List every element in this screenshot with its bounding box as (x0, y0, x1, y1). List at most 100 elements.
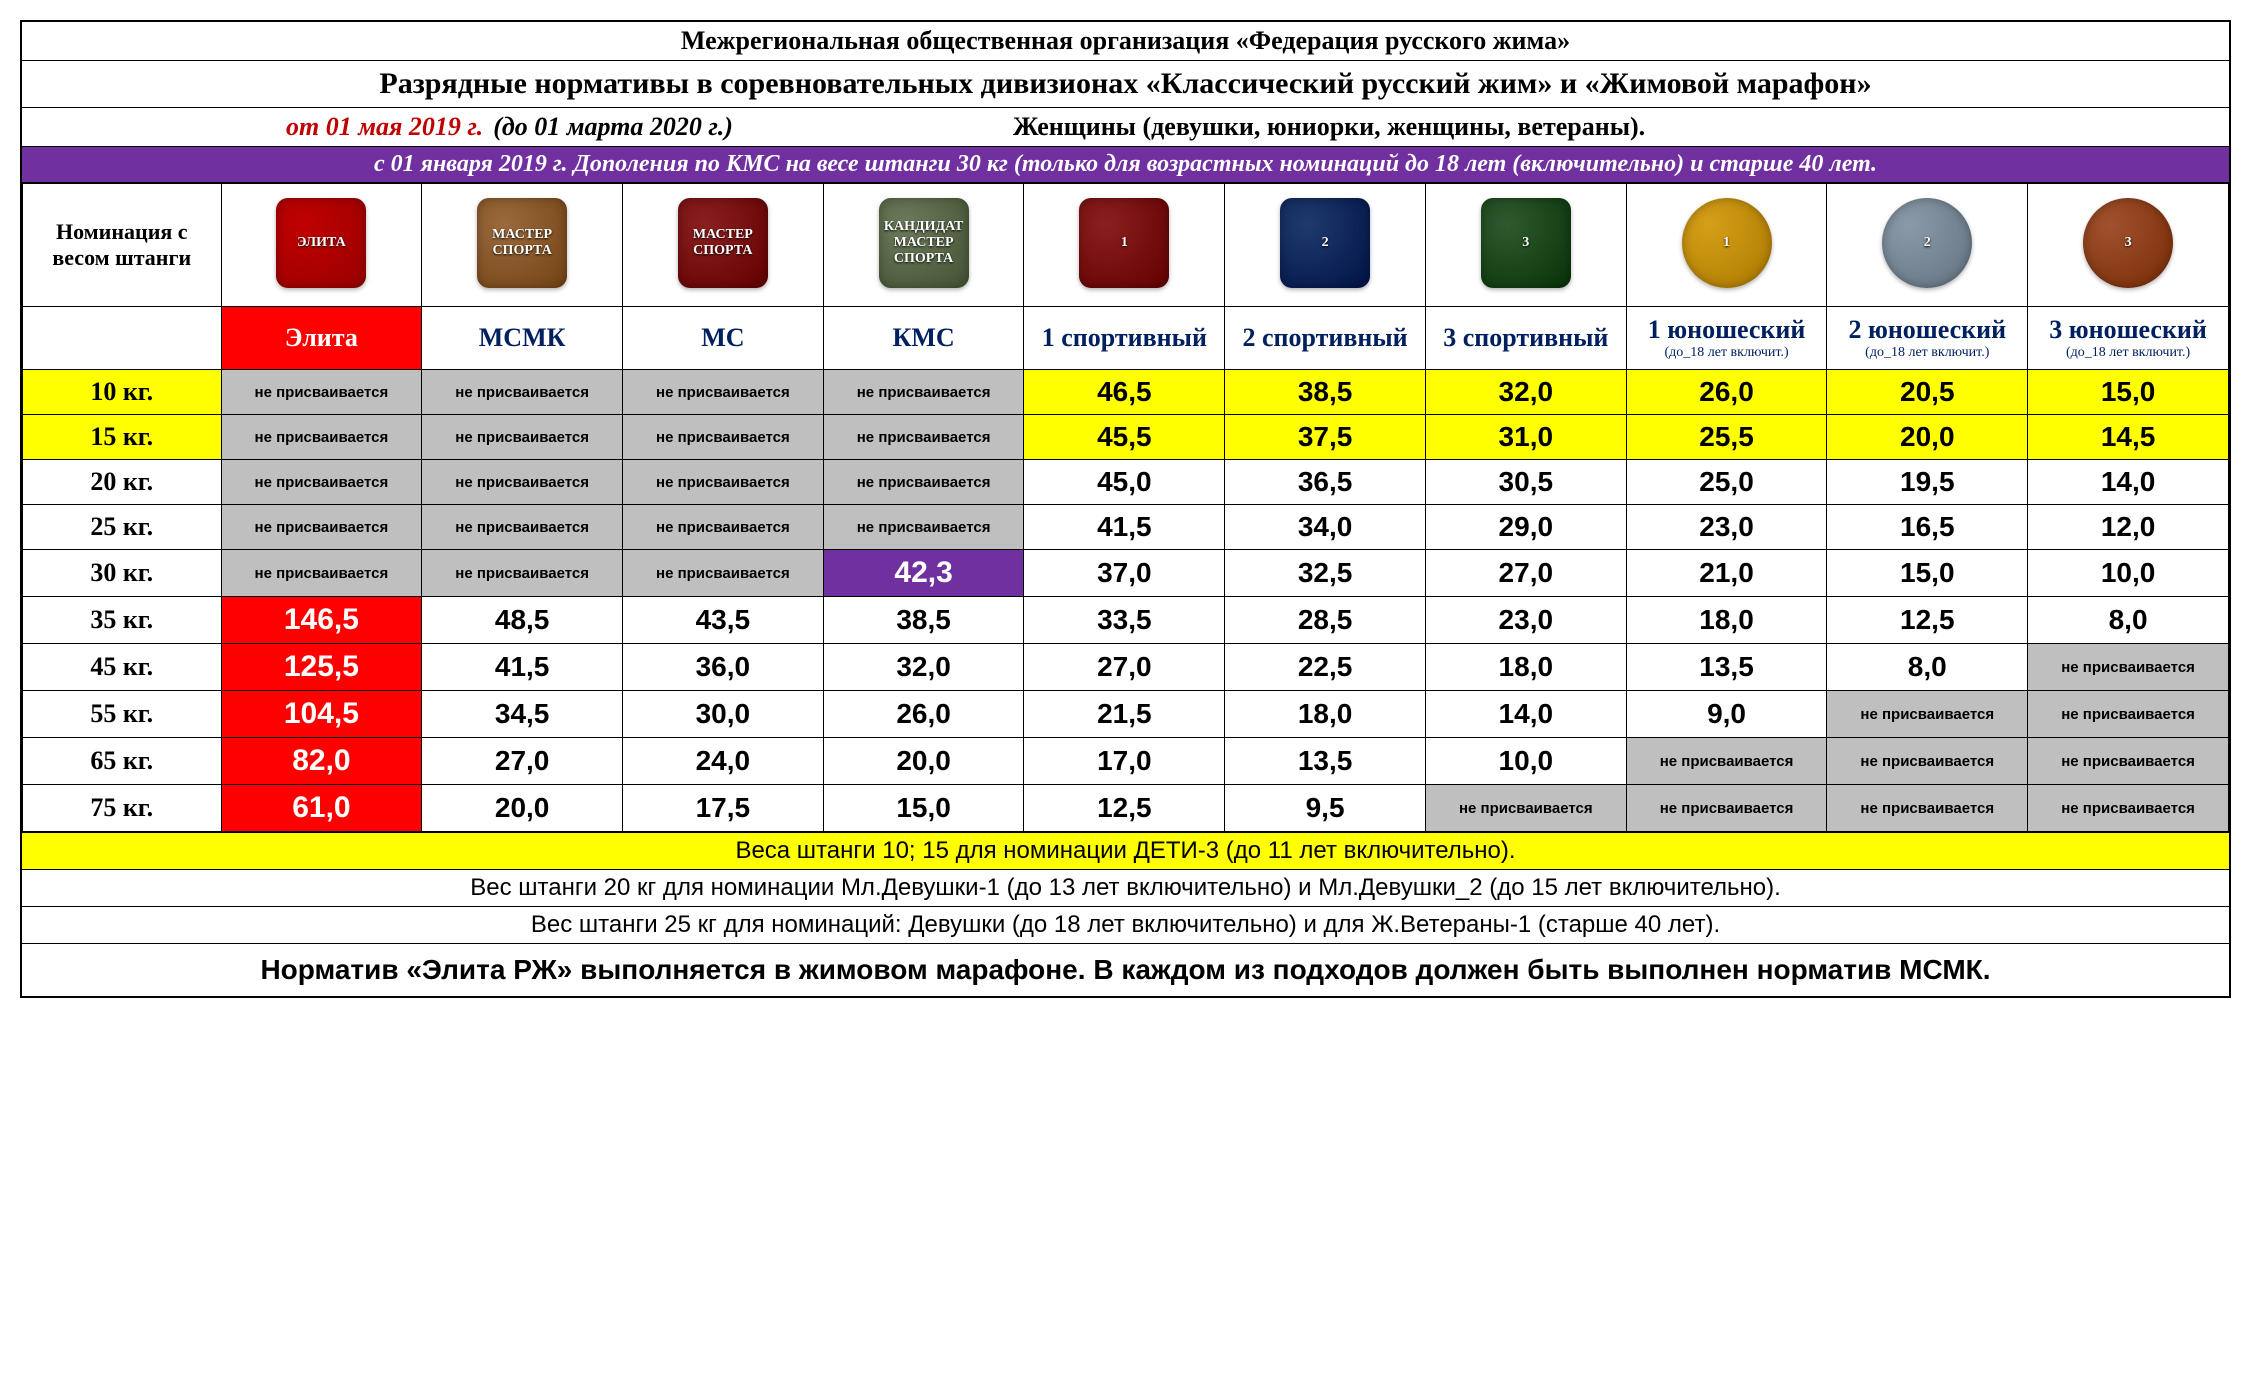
badge-cell-elite (221, 184, 422, 307)
cell: 21,5 (1024, 691, 1225, 738)
cell: 17,0 (1024, 738, 1225, 785)
cell: 8,0 (1827, 644, 2028, 691)
cell: 27,0 (422, 738, 623, 785)
kms-badge-icon (879, 198, 969, 288)
cell: 23,0 (1626, 505, 1827, 550)
cell: 10,0 (1425, 738, 1626, 785)
cell: 27,0 (1024, 644, 1225, 691)
cell: 15,0 (2028, 370, 2229, 415)
data-row: 45 кг.125,541,536,032,027,022,518,013,58… (23, 644, 2229, 691)
cell: 9,0 (1626, 691, 1827, 738)
row-key: 65 кг. (23, 738, 222, 785)
cell: 12,5 (1827, 597, 2028, 644)
cell: 18,0 (1626, 597, 1827, 644)
col-header-ms: МС (623, 307, 824, 370)
cell: 12,0 (2028, 505, 2229, 550)
cell: не присваивается (2028, 644, 2229, 691)
cell: 46,5 (1024, 370, 1225, 415)
cell: 23,0 (1425, 597, 1626, 644)
cell: 30,5 (1425, 460, 1626, 505)
cell: 24,0 (623, 738, 824, 785)
col-header-msmk: МСМК (422, 307, 623, 370)
col-header-elite: Элита (221, 307, 422, 370)
cell: 42,3 (823, 550, 1024, 597)
y1-badge-icon (1682, 198, 1772, 288)
badge-cell-ms (623, 184, 824, 307)
row-key: 75 кг. (23, 785, 222, 832)
badge-cell-y3 (2028, 184, 2229, 307)
data-row: 25 кг.не присваиваетсяне присваиваетсяне… (23, 505, 2229, 550)
s1-badge-icon (1079, 198, 1169, 288)
header-row: ЭлитаМСМКМСКМС1 спортивный2 спортивный3 … (23, 307, 2229, 370)
cell: 37,5 (1225, 415, 1426, 460)
footer-note-1: Вес штанги 20 кг для номинации Мл.Девушк… (22, 869, 2229, 906)
cell: 41,5 (1024, 505, 1225, 550)
col-header-kms: КМС (823, 307, 1024, 370)
y2-badge-icon (1882, 198, 1972, 288)
cell: 14,5 (2028, 415, 2229, 460)
data-row: 15 кг.не присваиваетсяне присваиваетсяне… (23, 415, 2229, 460)
col-header-y2: 2 юношеский(до_18 лет включит.) (1827, 307, 2028, 370)
cell: не присваивается (1827, 691, 2028, 738)
row-key: 20 кг. (23, 460, 222, 505)
badge-cell-s3 (1425, 184, 1626, 307)
col-header-s1: 1 спортивный (1024, 307, 1225, 370)
col-header-s3: 3 спортивный (1425, 307, 1626, 370)
cell: 28,5 (1225, 597, 1426, 644)
cell: 45,0 (1024, 460, 1225, 505)
cell: не присваивается (422, 415, 623, 460)
cell: 20,0 (422, 785, 623, 832)
ms-badge-icon (678, 198, 768, 288)
cell: не присваивается (1827, 785, 2028, 832)
cell: 10,0 (2028, 550, 2229, 597)
s2-badge-icon (1280, 198, 1370, 288)
cell: 13,5 (1626, 644, 1827, 691)
cell: 20,0 (823, 738, 1024, 785)
col-header-y1: 1 юношеский(до_18 лет включит.) (1626, 307, 1827, 370)
cell: не присваивается (422, 550, 623, 597)
cell: не присваивается (823, 505, 1024, 550)
cell: 15,0 (1827, 550, 2028, 597)
cell: 20,0 (1827, 415, 2028, 460)
footer-note-yellow: Веса штанги 10; 15 для номинации ДЕТИ-3 … (22, 832, 2229, 869)
cell: 34,0 (1225, 505, 1426, 550)
cell: 38,5 (1225, 370, 1426, 415)
cell: 15,0 (823, 785, 1024, 832)
cell: не присваивается (1626, 738, 1827, 785)
row-key: 45 кг. (23, 644, 222, 691)
cell: 32,0 (823, 644, 1024, 691)
cell: не присваивается (221, 415, 422, 460)
cell: не присваивается (1827, 738, 2028, 785)
cell: 14,0 (2028, 460, 2229, 505)
data-row: 65 кг.82,027,024,020,017,013,510,0не при… (23, 738, 2229, 785)
msmk-badge-icon (477, 198, 567, 288)
cell: 21,0 (1626, 550, 1827, 597)
data-row: 75 кг.61,020,017,515,012,59,5не присваив… (23, 785, 2229, 832)
cell: 146,5 (221, 597, 422, 644)
cell: 25,5 (1626, 415, 1827, 460)
cell: не присваивается (221, 550, 422, 597)
cell: 82,0 (221, 738, 422, 785)
cell: 48,5 (422, 597, 623, 644)
cell: 22,5 (1225, 644, 1426, 691)
cell: 30,0 (623, 691, 824, 738)
data-row: 10 кг.не присваиваетсяне присваиваетсяне… (23, 370, 2229, 415)
cell: 38,5 (823, 597, 1024, 644)
badge-cell-y1 (1626, 184, 1827, 307)
cell: не присваивается (422, 370, 623, 415)
cell: 29,0 (1425, 505, 1626, 550)
cell: 18,0 (1425, 644, 1626, 691)
table-wrapper: Межрегиональная общественная организация… (20, 20, 2231, 998)
row-key: 30 кг. (23, 550, 222, 597)
cell: 19,5 (1827, 460, 2028, 505)
cell: не присваивается (623, 460, 824, 505)
cell: 36,0 (623, 644, 824, 691)
cell: не присваивается (2028, 738, 2229, 785)
org-title: Межрегиональная общественная организация… (22, 22, 2229, 61)
purple-note: с 01 января 2019 г. Дополения по КМС на … (22, 147, 2229, 183)
cell: 26,0 (1626, 370, 1827, 415)
cell: 20,5 (1827, 370, 2028, 415)
standards-table: Номинация с весом штангиЭлитаМСМКМСКМС1 … (22, 183, 2229, 832)
row-key: 10 кг. (23, 370, 222, 415)
date-from: от 01 мая 2019 г. (286, 112, 483, 142)
